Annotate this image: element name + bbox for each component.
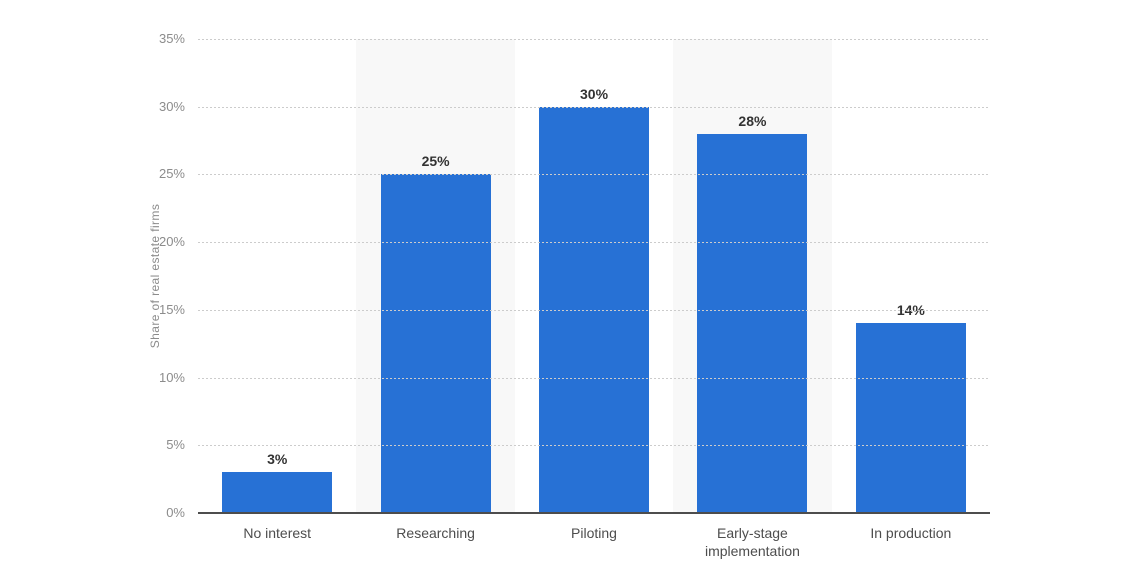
bar-value-label: 14% xyxy=(896,302,925,319)
bar[interactable] xyxy=(855,323,966,513)
category-label: No interest xyxy=(243,525,312,541)
bar-column: 30% Piloting xyxy=(515,39,673,541)
category-label: Researching xyxy=(396,525,475,541)
y-tick-label-5: 5% xyxy=(166,437,185,453)
bar-column: 25% Researching xyxy=(356,39,515,541)
bar-value-label: 3% xyxy=(267,451,288,468)
bar-columns: 3% No interest 25% Researching 30% Piloting 28… xyxy=(198,39,990,559)
plot-area: 3% No interest 25% Researching 30% Piloting 28… xyxy=(198,39,990,559)
bar-value-label: 28% xyxy=(738,112,767,129)
bar[interactable] xyxy=(539,106,650,513)
category-label: Piloting xyxy=(571,525,617,541)
y-tick-label-10: 10% xyxy=(158,369,185,385)
x-axis-line xyxy=(198,512,990,514)
y-tick-label-35: 35% xyxy=(158,31,185,46)
category-label: In production xyxy=(870,525,952,541)
bar-column: 3% No interest xyxy=(198,39,356,541)
bar-value-label: 25% xyxy=(421,153,450,170)
y-tick-label-15: 15% xyxy=(158,301,185,317)
y-tick-label-0: 0% xyxy=(166,505,185,520)
bar-column: 14% In production xyxy=(832,39,990,541)
bar[interactable] xyxy=(697,133,808,513)
y-tick-label-20: 20% xyxy=(158,234,185,250)
category-label: Early-stage implementation xyxy=(704,525,800,559)
y-tick-label-25: 25% xyxy=(158,166,185,182)
y-tick-label-30: 30% xyxy=(158,98,185,114)
bar-value-label: 30% xyxy=(580,85,609,102)
bar-column: 28% Early-stage implementation xyxy=(673,39,832,559)
bar[interactable] xyxy=(222,472,333,513)
bar[interactable] xyxy=(380,174,491,513)
